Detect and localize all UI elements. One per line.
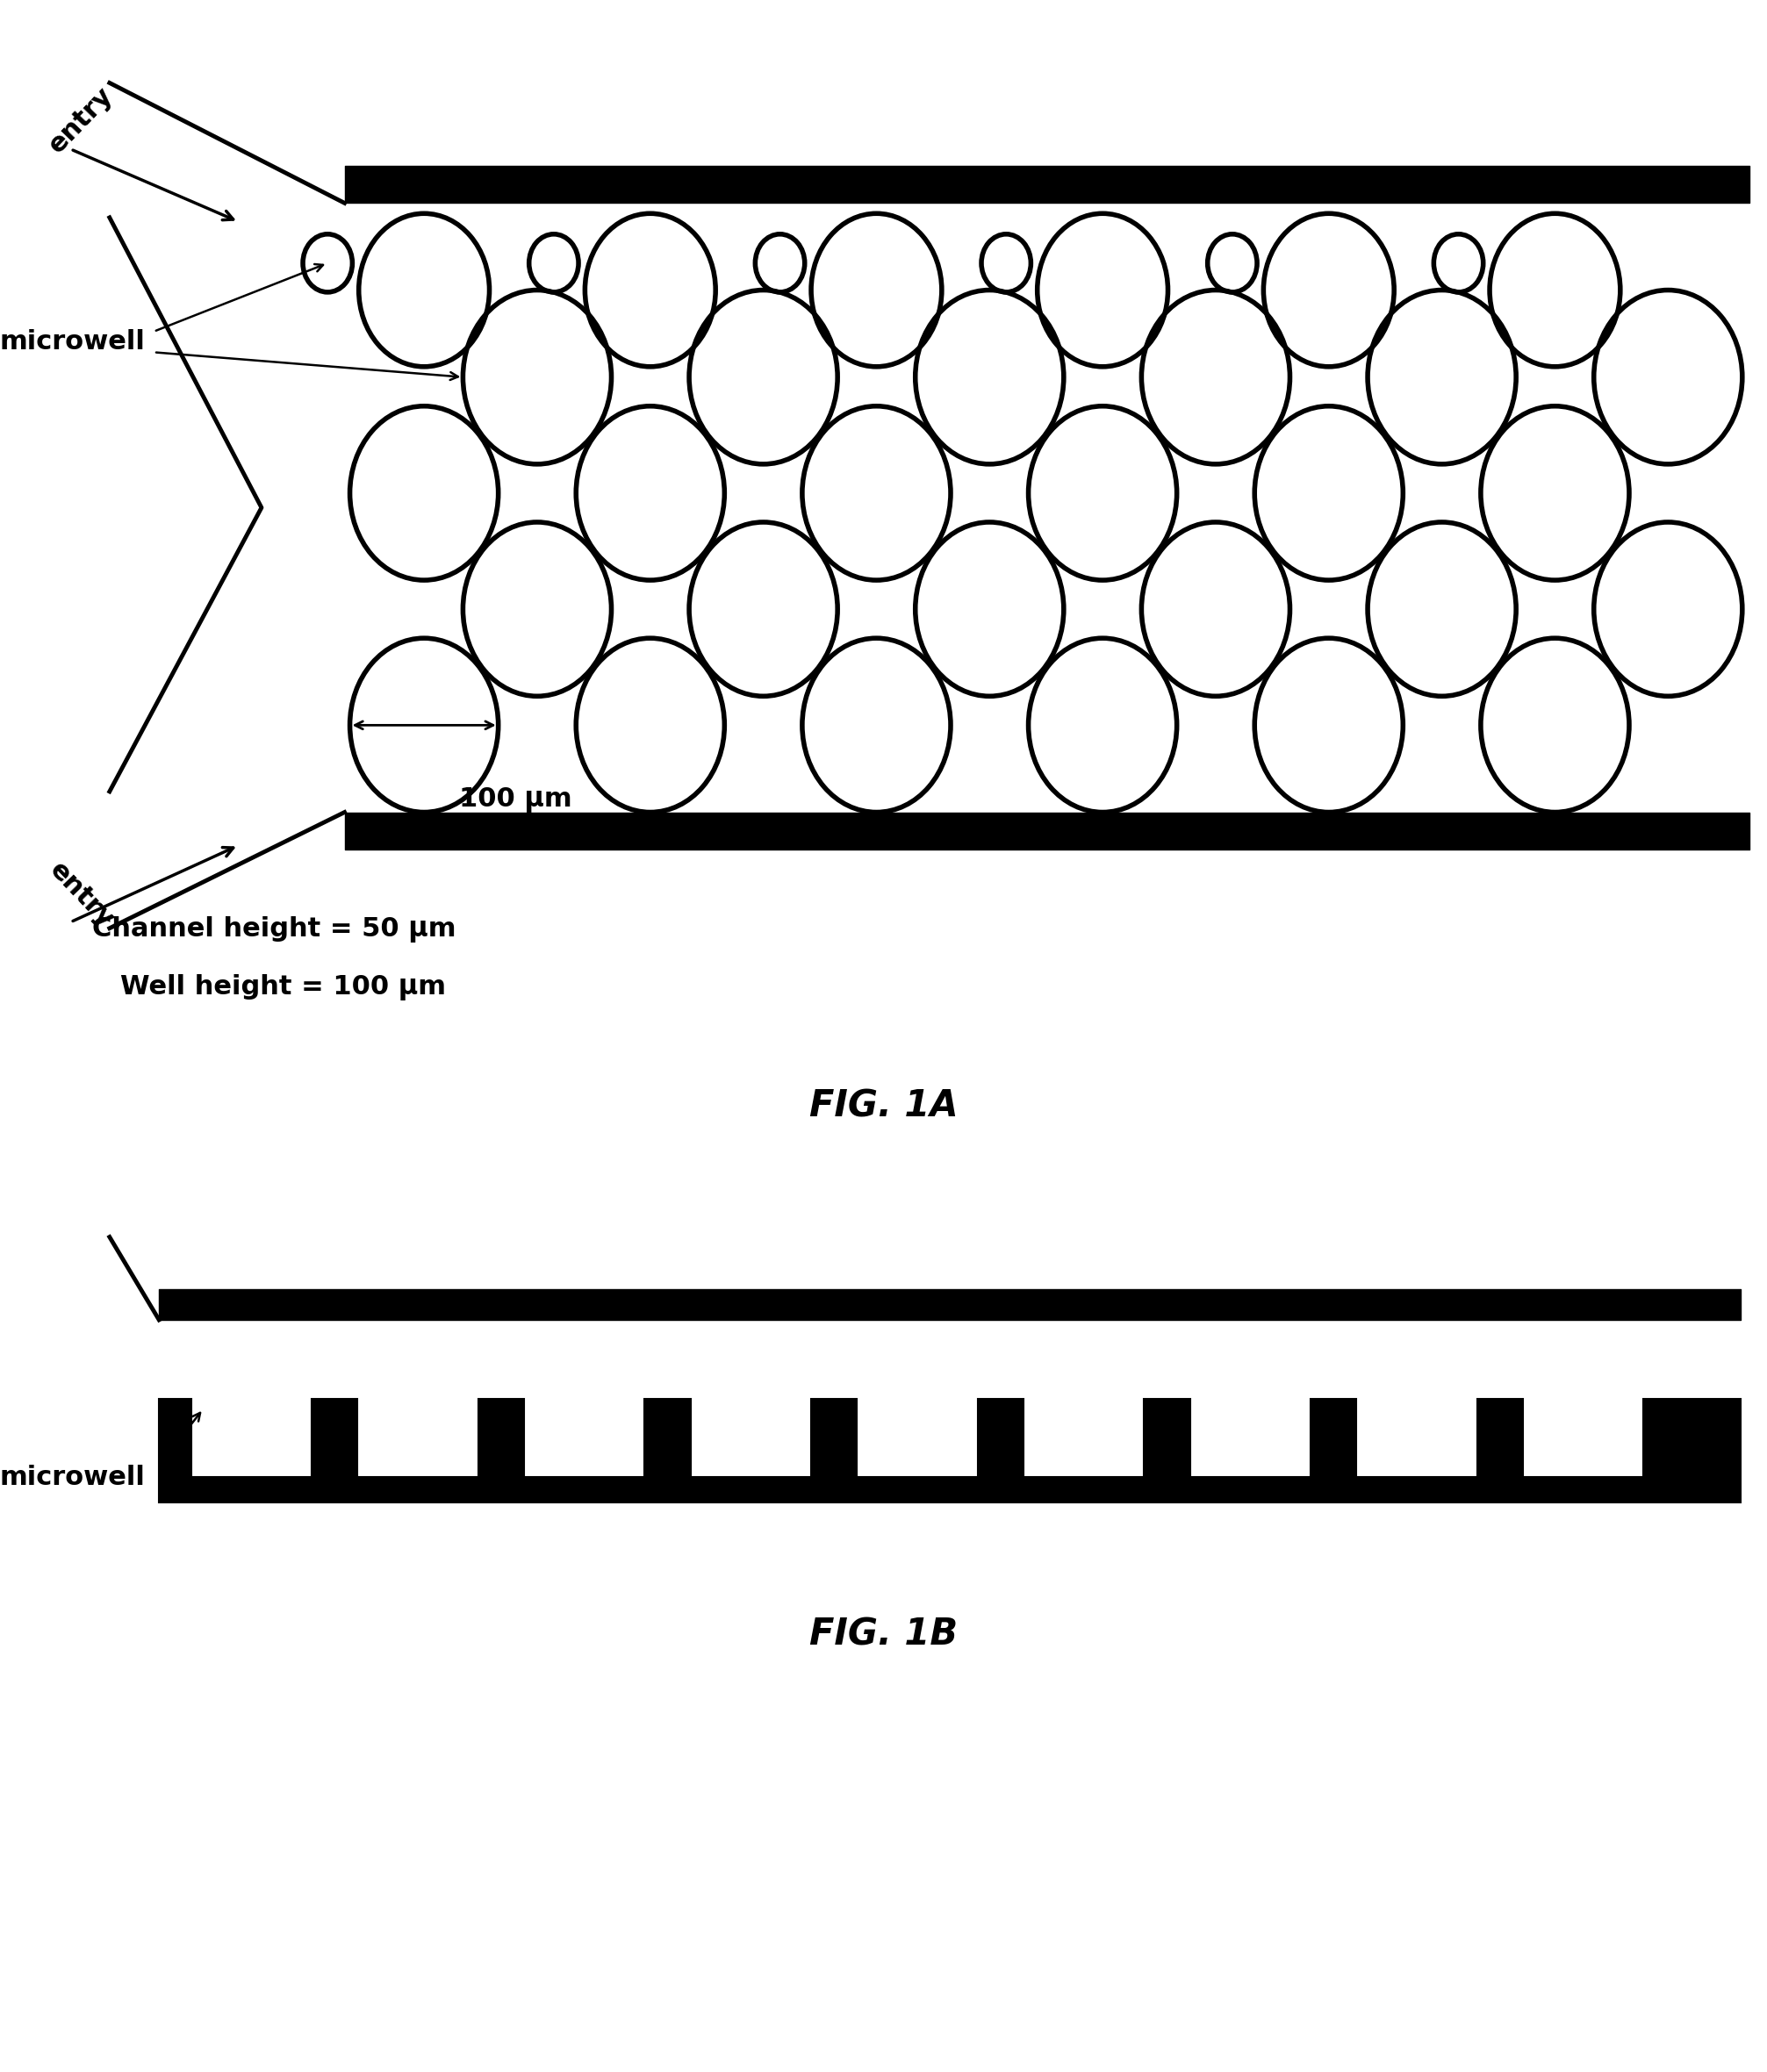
Text: microwell: microwell (0, 329, 145, 354)
Text: entry: entry (44, 858, 118, 932)
Text: FIG. 1B: FIG. 1B (809, 1616, 958, 1653)
Text: microwell: microwell (0, 1465, 145, 1490)
Text: FIG. 1A: FIG. 1A (809, 1088, 958, 1125)
Text: entry: entry (44, 83, 118, 157)
Text: Well height = 100 μm: Well height = 100 μm (120, 974, 445, 1001)
PathPatch shape (159, 1399, 1740, 1502)
Text: Channel height = 50 μm: Channel height = 50 μm (92, 916, 456, 943)
Text: 100 μm: 100 μm (459, 787, 573, 812)
